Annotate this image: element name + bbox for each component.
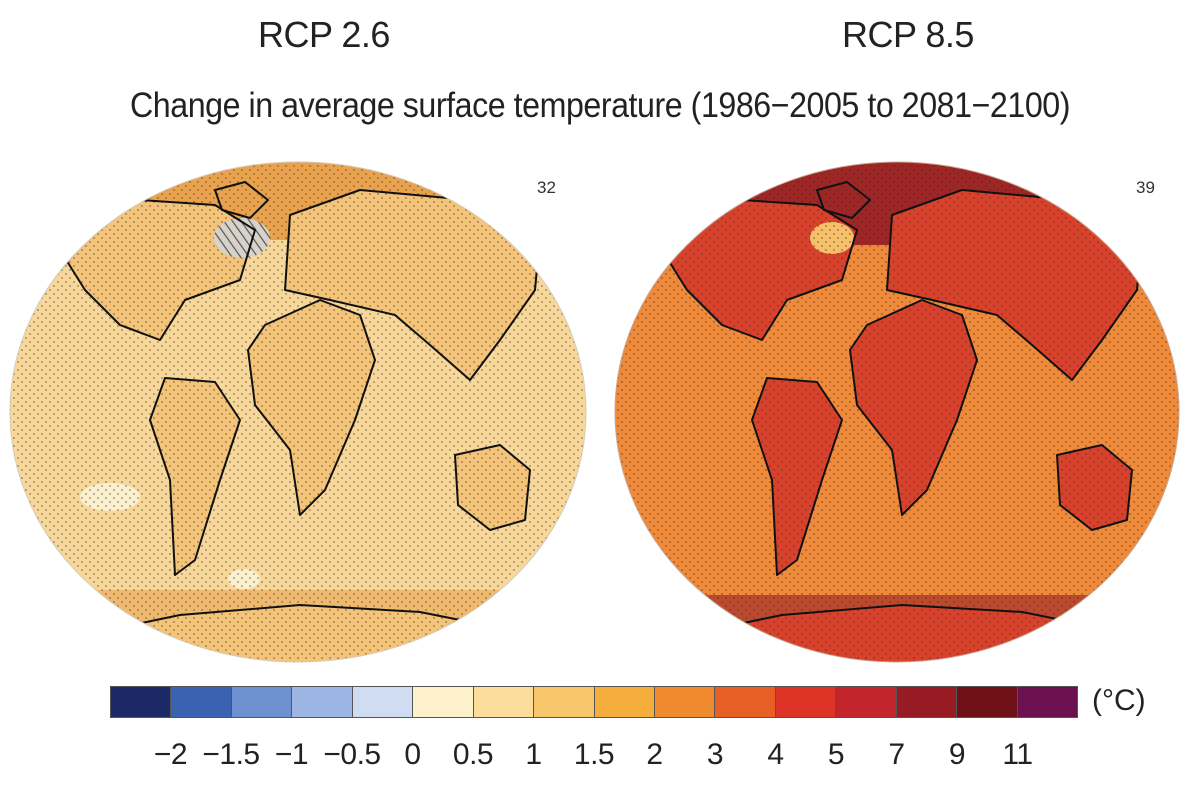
colorbar-segment — [473, 687, 535, 717]
maps-container — [9, 161, 1180, 663]
colorbar-segment — [111, 687, 172, 717]
colorbar-tick-label: −0.5 — [323, 738, 381, 771]
colorbar-segment — [957, 687, 1018, 717]
colorbar-segment — [231, 687, 293, 717]
rcp85-map — [614, 161, 1180, 663]
rcp85-stippling — [615, 162, 1179, 662]
colorbar-segment — [292, 687, 353, 717]
colorbar-segment — [1017, 687, 1077, 717]
rcp26-title: RCP 2.6 — [258, 14, 390, 55]
colorbar-tick-label: −1.5 — [202, 738, 260, 771]
colorbar-segment — [654, 687, 716, 717]
colorbar-tick-label: 11 — [1002, 738, 1033, 771]
colorbar-tick-label: 9 — [948, 738, 966, 771]
colorbar-tick-label: 0 — [404, 738, 421, 771]
rcp26-map — [9, 161, 587, 663]
figure-subtitle: Change in average surface temperature (1… — [130, 86, 1070, 125]
rcp26-map-outline — [9, 161, 587, 663]
temperature-colorbar — [110, 686, 1078, 718]
colorbar-segment — [775, 687, 837, 717]
colorbar-tick-label: 1 — [525, 738, 542, 771]
colorbar-tick-label: 4 — [767, 738, 784, 771]
colorbar-segment — [352, 687, 414, 717]
colorbar-segment — [413, 687, 474, 717]
rcp85-map-outline — [614, 161, 1180, 663]
rcp26-model-count: 32 — [537, 178, 556, 197]
colorbar-unit-label: (°C) — [1092, 684, 1146, 717]
colorbar-segment — [534, 687, 595, 717]
colorbar-tick-label: −1 — [274, 738, 309, 771]
colorbar-segment — [171, 687, 232, 717]
colorbar-segment — [594, 687, 655, 717]
colorbar-segment — [715, 687, 776, 717]
rcp26-hatched-region — [214, 218, 270, 258]
rcp85-model-count: 39 — [1136, 178, 1155, 197]
colorbar-segment — [896, 687, 958, 717]
colorbar-tick-label: 5 — [827, 738, 845, 771]
rcp26-stippling — [10, 162, 586, 662]
colorbar-tick-label: 0.5 — [452, 738, 494, 771]
colorbar-tick-label: 1.5 — [573, 738, 615, 771]
colorbar-tick-label: 2 — [646, 738, 663, 771]
colorbar-segment — [836, 687, 897, 717]
colorbar-tick-label: 7 — [888, 738, 905, 771]
rcp85-title: RCP 8.5 — [842, 14, 974, 55]
colorbar-tick-label: −2 — [153, 738, 188, 771]
colorbar-tick-label: 3 — [706, 738, 724, 771]
